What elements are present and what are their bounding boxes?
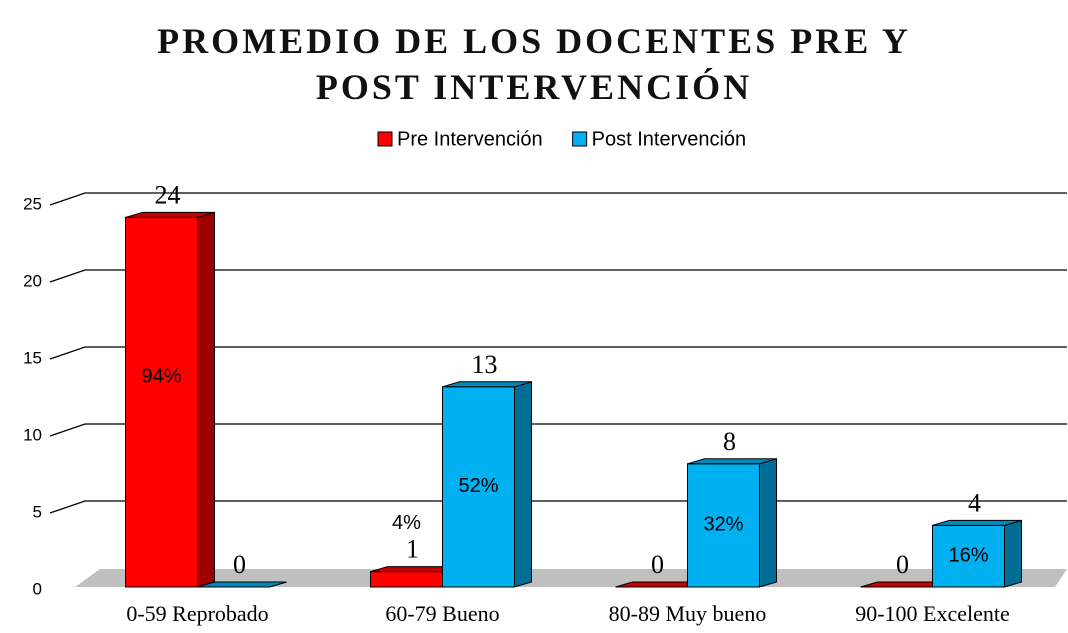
y-tick-label: 25 xyxy=(23,194,42,213)
bar-top xyxy=(442,381,532,388)
grid-line xyxy=(49,346,1067,360)
bar-side xyxy=(197,211,215,588)
x-tick-label: 0-59 Reprobado xyxy=(126,601,268,626)
bar xyxy=(370,571,443,588)
legend-label: Pre Intervención xyxy=(397,128,543,150)
value-label: 0 xyxy=(233,550,246,579)
percent-label: 32% xyxy=(703,514,743,536)
percent-label: 52% xyxy=(458,475,498,497)
value-label: 24 xyxy=(155,180,181,209)
y-tick-label: 20 xyxy=(23,271,42,290)
grid-line xyxy=(49,423,1067,437)
bar-top xyxy=(687,458,777,465)
value-label: 8 xyxy=(723,427,736,456)
bar xyxy=(687,463,760,588)
bar-top xyxy=(125,211,215,218)
bar-side xyxy=(1004,519,1022,588)
bar xyxy=(125,216,198,588)
value-label: 1 xyxy=(406,535,419,564)
value-label: 0 xyxy=(896,550,909,579)
floor xyxy=(75,569,1067,587)
y-tick-label: 10 xyxy=(23,425,42,444)
value-label: 0 xyxy=(651,550,664,579)
bar-side xyxy=(759,458,777,588)
legend-swatch xyxy=(377,131,393,147)
bar-top xyxy=(932,519,1022,526)
y-tick-label: 0 xyxy=(33,579,42,598)
bar-side xyxy=(514,381,532,588)
percent-label: 4% xyxy=(392,512,421,534)
legend-label: Post Intervención xyxy=(592,128,747,150)
x-tick-label: 80-89 Muy bueno xyxy=(609,601,767,626)
legend-swatch xyxy=(572,131,588,147)
value-label: 4 xyxy=(968,488,981,517)
grid-line xyxy=(49,269,1067,283)
y-tick-label: 15 xyxy=(23,348,42,367)
x-tick-label: 90-100 Excelente xyxy=(855,601,1010,626)
percent-label: 94% xyxy=(141,365,181,387)
grid-line xyxy=(49,192,1067,206)
y-tick-label: 5 xyxy=(33,502,42,521)
chart-title: PROMEDIO DE LOS DOCENTES PRE Y POST INTE… xyxy=(157,21,911,107)
percent-label: 16% xyxy=(948,544,988,566)
bar-top xyxy=(197,581,287,588)
value-label: 13 xyxy=(472,350,498,379)
x-tick-label: 60-79 Bueno xyxy=(385,601,499,626)
